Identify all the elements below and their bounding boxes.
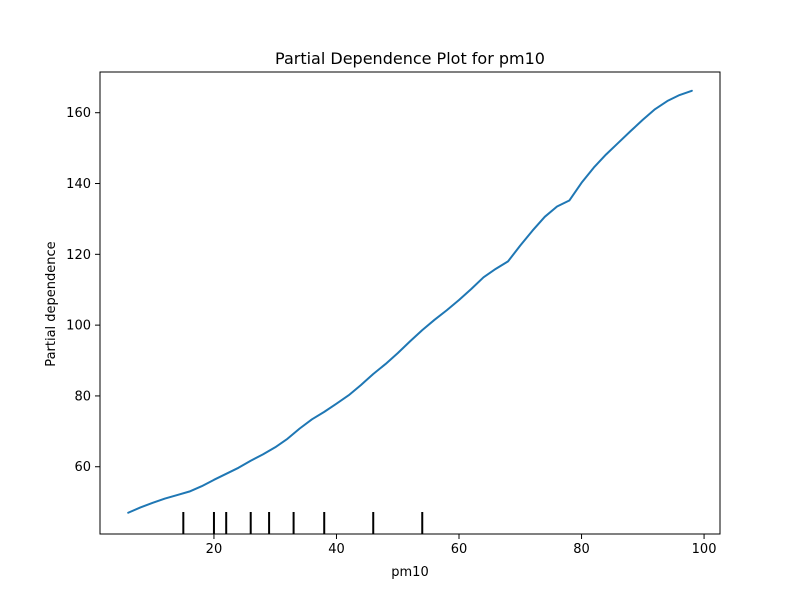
y-tick-label: 160 xyxy=(66,106,91,121)
x-tick-label: 60 xyxy=(451,542,468,557)
plot-area xyxy=(127,89,693,534)
partial-dependence-line xyxy=(127,89,693,514)
y-tick-label: 140 xyxy=(66,177,91,192)
axes-frame xyxy=(99,71,721,535)
x-tick-label: 40 xyxy=(328,542,345,557)
x-tick-label: 20 xyxy=(206,542,223,557)
x-axis-label: pm10 xyxy=(391,565,428,580)
axes: 20 40 60 80 100 60 80 100 120 140 160 xyxy=(66,71,721,557)
y-axis-label: Partial dependence xyxy=(44,241,59,366)
x-tick-label: 100 xyxy=(692,542,717,557)
y-tick-label: 120 xyxy=(66,248,91,263)
y-tick-label: 60 xyxy=(74,460,91,475)
x-tick-label: 80 xyxy=(573,542,590,557)
y-tick-label: 80 xyxy=(74,389,91,404)
y-tick-label: 100 xyxy=(66,319,91,334)
chart-title: Partial Dependence Plot for pm10 xyxy=(275,49,545,68)
